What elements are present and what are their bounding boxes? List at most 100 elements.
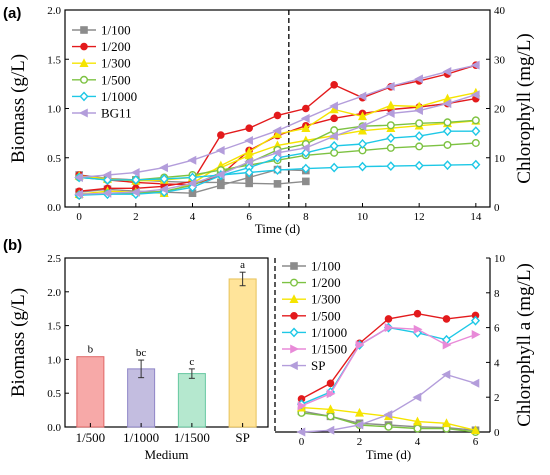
legend-marker [290,312,298,320]
biomass-point [414,131,424,142]
x-axis-label: Medium [144,447,188,462]
chlorophyll-point [244,135,253,146]
data-point [326,379,335,388]
chlorophyll-point [244,150,254,160]
legend-label: 1/200 [101,39,131,54]
data-point [413,309,422,318]
y-tick-label: 2.0 [47,287,61,299]
chlorophyll-point [329,162,339,173]
y-axis-label: Biomass (g/L) [8,54,29,163]
data-point [297,401,307,411]
data-point [470,425,481,435]
data-point [442,315,451,323]
legend-marker [80,26,88,34]
data-point [441,418,452,428]
x-tick-label: 1/1000 [123,430,159,445]
biomass-point [329,131,338,141]
y-tick-label: 1.0 [47,104,61,116]
x-tick-label: 6 [246,211,252,223]
y2-tick-label: 10 [494,153,506,165]
legend-label: 1/1500 [311,342,347,357]
x-tick-label: 10 [357,211,369,223]
chlorophyll-point [301,163,311,174]
y-tick-label: 2 [494,392,500,404]
y-tick-label: 0.5 [47,388,61,400]
chlorophyll-point [131,174,141,185]
biomass-point [386,121,395,130]
legend-marker [79,91,89,102]
legend-label: 1/500 [101,72,131,87]
y-tick-label: 10 [494,253,506,265]
chlorophyll-point [414,160,424,171]
legend-label: SP [311,358,325,373]
y2-tick-label: 30 [494,54,506,66]
y-tick-label: 6 [494,323,500,335]
series-1/500 [297,309,480,403]
data-point [325,425,335,435]
chlorophyll-point [245,179,253,188]
legend-label: 1/300 [311,292,341,307]
data-point [442,340,452,350]
biomass-point [442,126,453,137]
biomass-point [300,143,310,153]
legend-label: 1/1000 [311,325,347,340]
plot-frame [64,257,269,428]
chlorophyll-point [357,125,368,135]
data-point [413,424,422,433]
legend-label: 1/100 [311,259,341,274]
panel-a: 0 2 4 6 8 10 12 14 0.0 0.5 1.0 1.5 2.0 0 10 20 30 40 Time … [8,5,535,236]
y2-tick-label: 0 [494,202,500,214]
chlorophyll-point [442,67,452,77]
legend-label: 1/300 [101,56,131,71]
chlorophyll-point [415,142,424,151]
legend-marker [289,294,299,303]
biomass-point [414,105,423,115]
biomass-point [471,126,481,137]
biomass-point [357,139,368,149]
chlorophyll-point [471,159,481,170]
x-tick-label: 4 [190,211,196,223]
panel-b-label: (b) [3,237,22,254]
y2-tick-label: 20 [494,104,506,116]
biomass-point [386,133,396,143]
chlorophyll-point [102,170,112,180]
chlorophyll-point [386,161,396,172]
data-point [384,422,393,431]
series-1/1500 [297,323,481,411]
biomass-point [443,118,452,127]
y-tick-label: 1.0 [47,354,61,366]
x-tick-label: 8 [303,211,309,223]
data-point [296,427,306,437]
biomass-point [385,108,395,118]
chlorophyll-point [273,180,282,188]
biomass-point [130,187,140,197]
chlorophyll-point [357,161,368,172]
biomass-point [215,169,225,180]
data-point [354,420,364,430]
legend-marker [290,278,299,287]
chlorophyll-point [215,145,225,155]
biomass-point [102,188,112,198]
y-tick-label: 1.5 [47,321,61,333]
chlorophyll-point [74,172,83,182]
bar-1/500 [76,356,105,428]
data-point [413,324,423,334]
legend-marker [290,262,298,270]
y-tick-label: 0 [494,427,500,439]
chlorophyll-point [385,81,395,91]
biomass-point [329,140,339,151]
data-point [471,330,481,340]
legend-marker [79,108,88,118]
data-point [354,407,365,417]
series-1/1000 [74,126,481,201]
y-tick-label: 0.0 [47,422,61,434]
y-tick-label: 0.5 [47,153,61,165]
bar-SP [228,278,257,428]
chlorophyll-point [470,60,480,70]
y-axis-label: Biomass (g/L) [8,288,29,397]
y2-tick-label: 40 [494,5,506,17]
x-axis-label: Time (d) [366,447,411,462]
